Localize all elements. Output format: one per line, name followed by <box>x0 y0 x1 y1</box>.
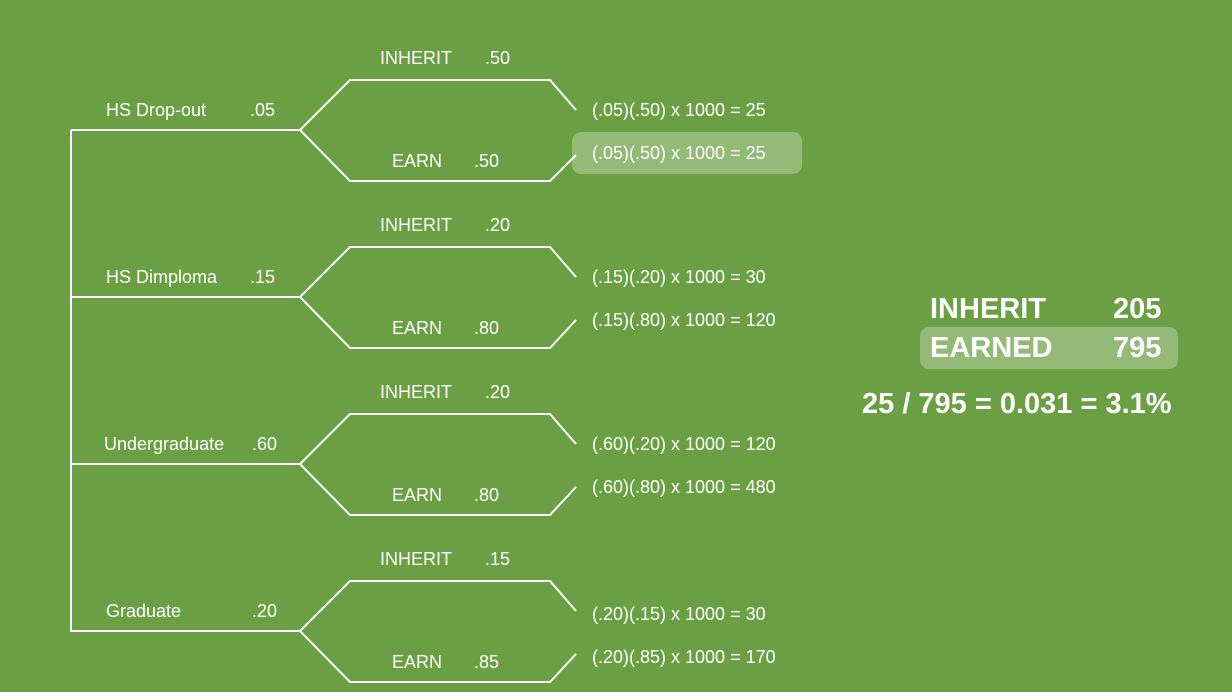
tree-branch-1 <box>71 79 577 182</box>
earn-prob: .80 <box>474 318 500 338</box>
inherit-prob: .20 <box>485 215 511 235</box>
earn-label: EARN <box>392 151 443 171</box>
summary-equation: 25 / 795 = 0.031 = 3.1% <box>862 388 1172 420</box>
summary-earned-label: EARNED <box>930 332 1053 364</box>
tree-branch-2 <box>71 246 577 349</box>
tree-branch-3 <box>71 413 577 516</box>
inherit-prob: .20 <box>485 382 511 402</box>
category-prob: .60 <box>252 434 278 454</box>
inherit-label: INHERIT <box>380 549 452 569</box>
inherit-calc: (.05)(.50) x 1000 = 25 <box>592 100 766 120</box>
summary-earned-value: 795 <box>1113 332 1162 364</box>
inherit-prob: .15 <box>485 549 511 569</box>
earn-prob: .50 <box>474 151 500 171</box>
category-label: HS Drop-out <box>106 100 207 120</box>
tree-branch-4 <box>71 580 577 683</box>
inherit-label: INHERIT <box>380 382 452 402</box>
earn-label: EARN <box>392 318 443 338</box>
earn-prob: .80 <box>474 485 500 505</box>
category-prob: .05 <box>250 100 276 120</box>
inherit-label: INHERIT <box>380 215 452 235</box>
earn-calc: (.20)(.85) x 1000 = 170 <box>592 647 776 667</box>
earn-calc: (.15)(.80) x 1000 = 120 <box>592 310 776 330</box>
inherit-prob: .50 <box>485 48 511 68</box>
earn-label: EARN <box>392 485 443 505</box>
earn-calc: (.60)(.80) x 1000 = 480 <box>592 477 776 497</box>
summary-inherit-label: INHERIT <box>930 293 1046 325</box>
inherit-calc: (.60)(.20) x 1000 = 120 <box>592 434 776 454</box>
highlight-earned-row <box>920 327 1178 369</box>
inherit-label: INHERIT <box>380 48 452 68</box>
inherit-calc: (.20)(.15) x 1000 = 30 <box>592 604 766 624</box>
earn-label: EARN <box>392 652 443 672</box>
category-label: HS Dimploma <box>106 267 218 287</box>
category-label: Undergraduate <box>104 434 225 454</box>
summary-inherit-value: 205 <box>1113 293 1162 325</box>
earn-calc: (.05)(.50) x 1000 = 25 <box>592 143 766 163</box>
highlight-earn-calc <box>572 132 802 174</box>
category-label: Graduate <box>106 601 182 621</box>
inherit-calc: (.15)(.20) x 1000 = 30 <box>592 267 766 287</box>
category-prob: .15 <box>250 267 276 287</box>
earn-prob: .85 <box>474 652 500 672</box>
category-prob: .20 <box>252 601 278 621</box>
